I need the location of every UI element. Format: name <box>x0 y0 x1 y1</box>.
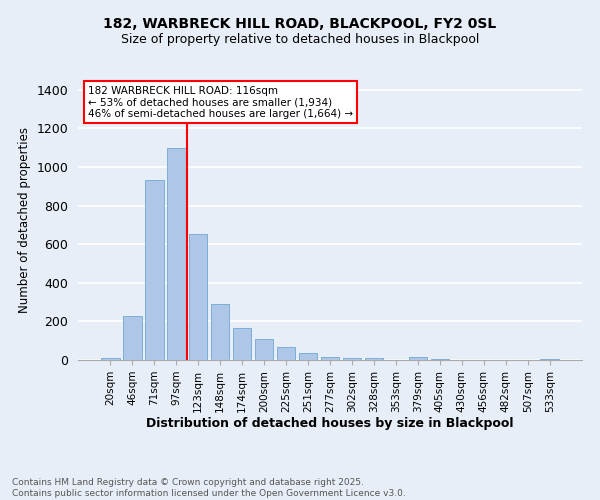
Bar <box>365 358 383 360</box>
Bar <box>123 316 142 360</box>
Bar <box>343 358 361 360</box>
Text: 182 WARBRECK HILL ROAD: 116sqm
← 53% of detached houses are smaller (1,934)
46% : 182 WARBRECK HILL ROAD: 116sqm ← 53% of … <box>88 86 353 119</box>
Text: 182, WARBRECK HILL ROAD, BLACKPOOL, FY2 0SL: 182, WARBRECK HILL ROAD, BLACKPOOL, FY2 … <box>103 18 497 32</box>
Text: Size of property relative to detached houses in Blackpool: Size of property relative to detached ho… <box>121 32 479 46</box>
Bar <box>211 304 229 360</box>
Bar <box>431 359 449 360</box>
Bar <box>541 359 559 360</box>
Bar <box>145 180 164 360</box>
Text: Contains HM Land Registry data © Crown copyright and database right 2025.
Contai: Contains HM Land Registry data © Crown c… <box>12 478 406 498</box>
Bar <box>409 357 427 360</box>
Bar <box>299 353 317 360</box>
Bar <box>101 358 119 360</box>
Bar <box>233 328 251 360</box>
Bar <box>277 348 295 360</box>
Bar <box>255 339 274 360</box>
Bar <box>320 357 340 360</box>
Y-axis label: Number of detached properties: Number of detached properties <box>18 127 31 313</box>
Bar <box>167 148 185 360</box>
X-axis label: Distribution of detached houses by size in Blackpool: Distribution of detached houses by size … <box>146 418 514 430</box>
Bar <box>189 234 208 360</box>
